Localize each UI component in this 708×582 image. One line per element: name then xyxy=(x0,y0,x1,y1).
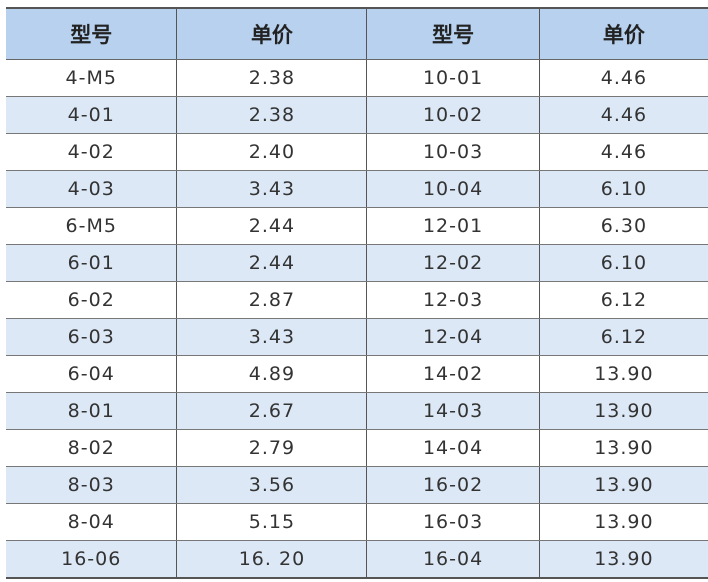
model-cell: 10-03 xyxy=(366,133,540,171)
header-model: 型号 xyxy=(366,8,540,60)
price-cell: 6.10 xyxy=(538,244,708,282)
model-cell: 6-02 xyxy=(6,281,177,319)
price-cell: 13.90 xyxy=(538,503,708,541)
model-cell: 4-03 xyxy=(6,170,177,208)
model-cell: 16-04 xyxy=(366,540,540,579)
price-cell: 13.90 xyxy=(538,429,708,467)
table-row: 6-01 2.44 12-02 6.10 xyxy=(6,244,708,282)
price-cell: 6.10 xyxy=(538,170,708,208)
price-cell: 5.15 xyxy=(176,503,367,541)
model-cell: 8-03 xyxy=(6,466,177,504)
model-cell: 4-02 xyxy=(6,133,177,171)
table-row: 6-02 2.87 12-03 6.12 xyxy=(6,281,708,319)
table-row: 8-02 2.79 14-04 13.90 xyxy=(6,429,708,467)
model-cell: 12-03 xyxy=(366,281,540,319)
price-cell: 2.67 xyxy=(176,392,367,430)
model-cell: 6-01 xyxy=(6,244,177,282)
price-cell: 6.12 xyxy=(538,318,708,356)
header-price: 单价 xyxy=(176,8,367,60)
model-cell: 14-04 xyxy=(366,429,540,467)
price-cell: 2.38 xyxy=(176,96,367,134)
model-cell: 6-04 xyxy=(6,355,177,393)
model-cell: 4-M5 xyxy=(6,59,177,97)
price-cell: 13.90 xyxy=(538,540,708,579)
model-cell: 16-02 xyxy=(366,466,540,504)
price-cell: 2.79 xyxy=(176,429,367,467)
model-cell: 6-03 xyxy=(6,318,177,356)
table-row: 6-03 3.43 12-04 6.12 xyxy=(6,318,708,356)
table-row: 8-04 5.15 16-03 13.90 xyxy=(6,503,708,541)
model-cell: 8-02 xyxy=(6,429,177,467)
model-cell: 12-02 xyxy=(366,244,540,282)
header-row: 型号 单价 型号 单价 xyxy=(6,8,708,60)
price-cell: 4.46 xyxy=(538,59,708,97)
model-cell: 6-M5 xyxy=(6,207,177,245)
price-cell: 2.38 xyxy=(176,59,367,97)
table-row: 8-03 3.56 16-02 13.90 xyxy=(6,466,708,504)
price-cell: 16. 20 xyxy=(176,540,367,579)
price-cell: 3.43 xyxy=(176,170,367,208)
model-cell: 4-01 xyxy=(6,96,177,134)
model-cell: 16-06 xyxy=(6,540,177,579)
model-cell: 10-04 xyxy=(366,170,540,208)
table-row: 4-M5 2.38 10-01 4.46 xyxy=(6,59,708,97)
table-row: 4-01 2.38 10-02 4.46 xyxy=(6,96,708,134)
price-cell: 2.44 xyxy=(176,244,367,282)
model-cell: 10-02 xyxy=(366,96,540,134)
price-cell: 13.90 xyxy=(538,392,708,430)
header-model: 型号 xyxy=(6,8,177,60)
table-row: 4-02 2.40 10-03 4.46 xyxy=(6,133,708,171)
price-cell: 3.56 xyxy=(176,466,367,504)
model-cell: 12-01 xyxy=(366,207,540,245)
table-row: 16-06 16. 20 16-04 13.90 xyxy=(6,540,708,579)
price-cell: 4.89 xyxy=(176,355,367,393)
table-row: 8-01 2.67 14-03 13.90 xyxy=(6,392,708,430)
model-cell: 14-03 xyxy=(366,392,540,430)
table-row: 4-03 3.43 10-04 6.10 xyxy=(6,170,708,208)
price-cell: 13.90 xyxy=(538,355,708,393)
price-cell: 13.90 xyxy=(538,466,708,504)
price-cell: 3.43 xyxy=(176,318,367,356)
price-cell: 2.40 xyxy=(176,133,367,171)
table-row: 6-04 4.89 14-02 13.90 xyxy=(6,355,708,393)
price-cell: 2.44 xyxy=(176,207,367,245)
price-table: 型号 单价 型号 单价 4-M5 2.38 10-01 4.46 4-01 2.38 10-… xyxy=(6,7,708,579)
model-cell: 14-02 xyxy=(366,355,540,393)
model-cell: 12-04 xyxy=(366,318,540,356)
model-cell: 8-04 xyxy=(6,503,177,541)
price-cell: 4.46 xyxy=(538,133,708,171)
price-cell: 6.12 xyxy=(538,281,708,319)
price-cell: 6.30 xyxy=(538,207,708,245)
model-cell: 16-03 xyxy=(366,503,540,541)
price-cell: 4.46 xyxy=(538,96,708,134)
model-cell: 10-01 xyxy=(366,59,540,97)
price-cell: 2.87 xyxy=(176,281,367,319)
header-price: 单价 xyxy=(538,8,708,60)
table-row: 6-M5 2.44 12-01 6.30 xyxy=(6,207,708,245)
model-cell: 8-01 xyxy=(6,392,177,430)
